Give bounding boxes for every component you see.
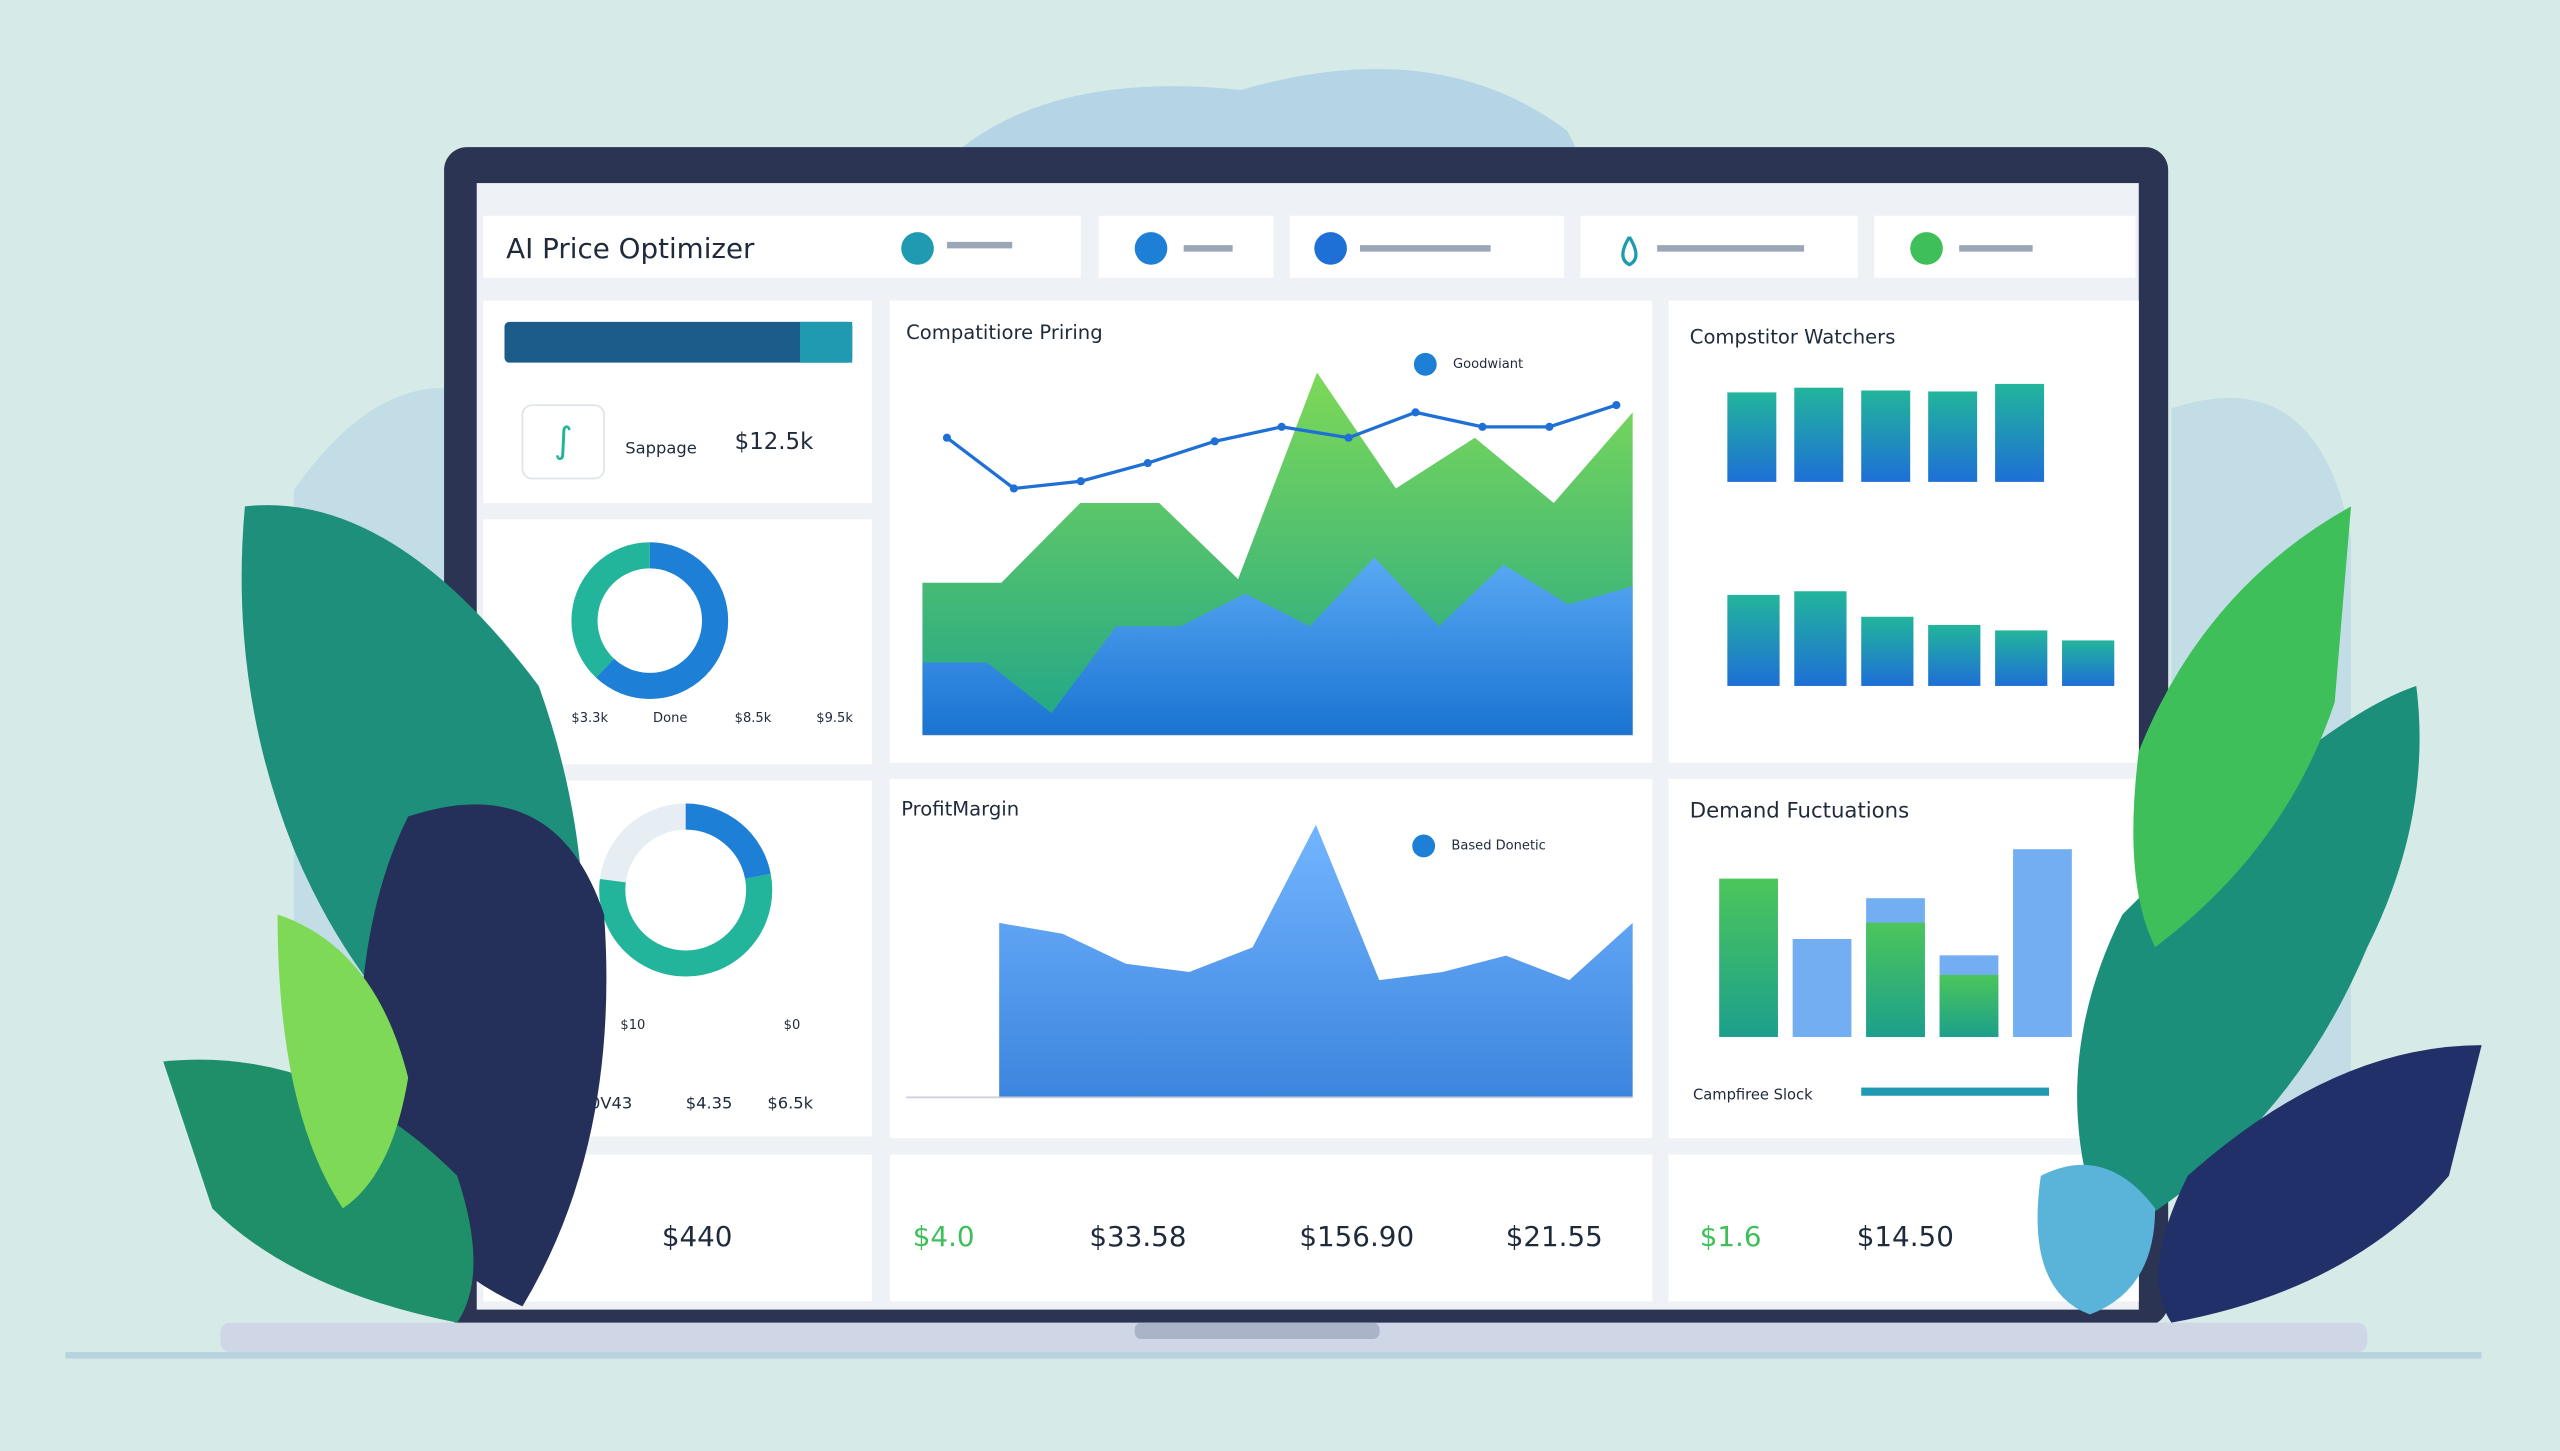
footer-label: Campfiree Slock (1693, 1087, 1813, 1104)
point (1076, 477, 1085, 486)
donut-label: Done (653, 711, 687, 726)
leaf (277, 914, 409, 1209)
text-placeholder (1959, 245, 2033, 252)
bar (1727, 594, 1780, 686)
kpi-value: $12.5k (735, 429, 814, 455)
legend-dot (1413, 352, 1437, 376)
marks: $3.3k Done $8.5k $9.5k$10 $0$0V43 $4.35 $6.5k$… (571, 372, 2115, 1253)
icon (1910, 232, 1943, 265)
donut-label: $0 (784, 1018, 801, 1033)
bar (1939, 974, 1999, 1037)
stat-value: $156.90 (1299, 1220, 1414, 1253)
point (1344, 433, 1353, 442)
bar (1995, 383, 2045, 482)
text-placeholder (946, 241, 1013, 249)
icon (1134, 232, 1168, 265)
chart-title: Compstitor Watchers (1690, 326, 1896, 349)
bar (1861, 616, 1914, 686)
donut-label: $8.5k (735, 711, 772, 726)
stat-value: $33.58 (1089, 1220, 1186, 1253)
search-button[interactable] (800, 321, 853, 363)
kpi-label: Sappage (625, 439, 696, 458)
donut-label: $3.3k (571, 711, 608, 726)
stat-value: $21.55 (1506, 1220, 1603, 1253)
point (1143, 459, 1152, 468)
value-card (889, 1154, 1653, 1302)
point (1009, 484, 1018, 493)
laptop-notch (1134, 1322, 1380, 1340)
icon (1314, 232, 1347, 265)
leaf (2077, 685, 2420, 1242)
bar (1719, 878, 1778, 1037)
search-bar[interactable] (504, 321, 853, 363)
leaf (2133, 506, 2352, 948)
bar (1928, 391, 1978, 482)
point (1210, 437, 1219, 446)
donut-segment (599, 803, 773, 977)
legend-label: Goodwiant (1453, 357, 1523, 372)
chart-card (1668, 300, 2139, 763)
stat-value: $440 (662, 1220, 733, 1253)
donut-label: $9.5k (816, 711, 853, 726)
bar (2013, 849, 2072, 1037)
kpi-icon (521, 404, 605, 480)
stat-value: $14.50 (1857, 1220, 1954, 1253)
legend-dot (1412, 834, 1436, 858)
bar (1794, 591, 1847, 686)
stat-value: $4.0 (913, 1220, 975, 1253)
donut-segment (599, 803, 773, 977)
bar (1727, 392, 1777, 482)
donut-label: $4.35 (686, 1093, 733, 1112)
bar (1792, 939, 1852, 1037)
bar (1866, 922, 1925, 1037)
point (1545, 422, 1554, 431)
area (922, 557, 1633, 735)
chart-title: ProfitMargin (901, 798, 1019, 821)
kpi-glyph: ∫ (554, 421, 573, 462)
progress (1861, 1087, 2049, 1096)
donut-label: $10 (620, 1018, 645, 1033)
bar (1794, 387, 1844, 482)
donut-segment (571, 542, 729, 700)
icon (1621, 236, 1638, 267)
text-placeholder (1360, 245, 1491, 252)
icon (901, 232, 934, 265)
bar (1861, 390, 1911, 482)
bar (2062, 640, 2115, 686)
bar (1928, 624, 1981, 686)
point (1478, 422, 1487, 431)
donut-label: $6.5k (767, 1093, 813, 1112)
text-placeholder (1657, 245, 1805, 252)
area (999, 824, 1633, 1098)
bar (1995, 630, 2048, 686)
legend-label: Based Donetic (1451, 838, 1545, 853)
point (942, 433, 952, 442)
leaf (2037, 1164, 2156, 1315)
stat-value: $1.6 (1700, 1220, 1762, 1253)
text-placeholder (1183, 245, 1233, 252)
point (1277, 422, 1286, 431)
shadow (65, 1352, 2482, 1359)
leaf (2158, 1045, 2482, 1323)
point (1612, 401, 1621, 410)
point (1411, 408, 1420, 417)
chart-title: Demand Fuctuations (1690, 799, 1909, 824)
app-title: AI Price Optimizer (506, 232, 755, 265)
chart-title: Compatitiore Priring (906, 321, 1103, 344)
